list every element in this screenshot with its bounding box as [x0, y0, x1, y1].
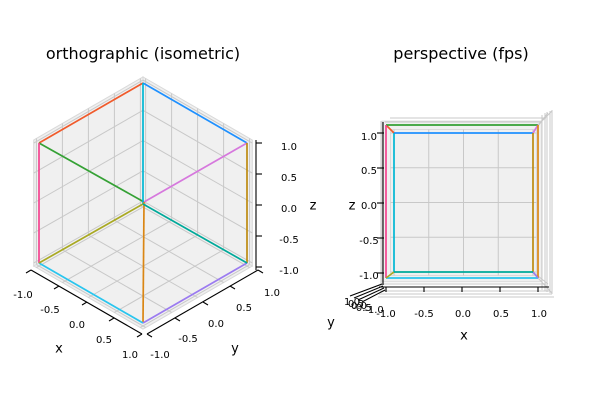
- y-tick-label: -0.5: [178, 334, 198, 345]
- x-tick-label: 1.0: [531, 309, 547, 320]
- axis-line: [353, 285, 384, 299]
- x-tick-label: 0.5: [96, 335, 112, 346]
- z-tick-label: 1.0: [281, 142, 297, 153]
- y-tick-label: 1.0: [264, 288, 280, 299]
- x-axis-label: x: [55, 342, 63, 357]
- axis-line: [349, 283, 383, 297]
- x-tick-label: -0.5: [414, 309, 434, 320]
- grid-line: [33, 140, 144, 204]
- axis-line: [146, 269, 259, 335]
- tick-mark: [108, 317, 115, 322]
- tick-mark: [257, 269, 264, 274]
- right-plot-title: perspective (fps): [393, 44, 529, 63]
- tick-mark: [229, 285, 236, 290]
- y-tick-label: 0.5: [236, 303, 252, 314]
- z-tick-label: 0.5: [281, 173, 297, 184]
- z-tick-label: 1.0: [361, 132, 377, 143]
- cube-edge-green: [38, 142, 145, 203]
- y-tick-label: -0.5: [352, 303, 372, 314]
- tick-mark: [202, 301, 209, 306]
- grid-line: [33, 200, 144, 264]
- z-tick-label: -1.0: [279, 266, 299, 277]
- y-tick-label: 1.0: [344, 297, 360, 308]
- cube-edge-orchid: [143, 142, 248, 203]
- x-tick-label: 1.0: [122, 350, 138, 361]
- x-tick-label: -1.0: [376, 309, 396, 320]
- tick-mark: [53, 285, 60, 290]
- x-tick-label: -0.5: [40, 305, 60, 316]
- axis-line: [357, 287, 385, 301]
- z-tick-label: -0.5: [279, 235, 299, 246]
- z-axis-label: z: [310, 199, 317, 214]
- y-axis-label: y: [327, 316, 335, 331]
- y-tick-label: 0.5: [348, 299, 364, 310]
- cube-edge-orangered: [385, 124, 395, 134]
- cube-edge-dodgerblue: [142, 82, 248, 144]
- z-tick-label: 0.0: [281, 204, 297, 215]
- cube-edge-orange: [142, 201, 145, 324]
- tick-mark: [25, 269, 32, 274]
- cube-edge-olive: [385, 271, 395, 279]
- z-tick-label: -1.0: [359, 271, 379, 282]
- grid-line: [142, 200, 253, 264]
- grid-line: [140, 264, 250, 328]
- grid-line: [140, 205, 250, 268]
- z-tick-label: 0.5: [361, 166, 377, 177]
- tick-mark: [136, 333, 143, 338]
- x-tick-label: 0.0: [69, 320, 85, 331]
- cube-edge-orangered: [38, 82, 144, 144]
- pane-stack-line: [537, 277, 553, 294]
- cube-edge-mediumpurple: [532, 271, 539, 279]
- cube-edge-lightseagreen: [142, 203, 248, 264]
- x-axis-label: x: [460, 329, 468, 344]
- x-tick-label: 0.0: [455, 309, 471, 320]
- x-tick-label: -1.0: [13, 290, 33, 301]
- axis-line: [361, 289, 386, 303]
- y-tick-label: -1.0: [364, 305, 384, 316]
- left-plot-title: orthographic (isometric): [45, 44, 241, 63]
- y-tick-label: 0.0: [351, 301, 367, 312]
- cube-edge-olive: [38, 203, 144, 264]
- tick-mark: [146, 333, 153, 338]
- y-tick-label: 0.0: [208, 319, 224, 330]
- grid-line: [114, 219, 224, 283]
- z-tick-label: 0.0: [361, 201, 377, 212]
- tick-mark: [81, 301, 88, 306]
- cube-edge-cyan: [38, 262, 144, 324]
- z-tick-label: -0.5: [359, 236, 379, 247]
- cube-edge-mediumpurple: [142, 262, 248, 324]
- z-axis-label: z: [349, 199, 356, 214]
- grid-line: [114, 249, 224, 313]
- x-tick-label: 0.5: [493, 309, 509, 320]
- y-tick-label: -1.0: [150, 350, 170, 361]
- grid-line: [142, 170, 253, 234]
- tick-mark: [174, 317, 181, 322]
- y-axis-label: y: [231, 342, 239, 357]
- grid-line: [33, 170, 144, 234]
